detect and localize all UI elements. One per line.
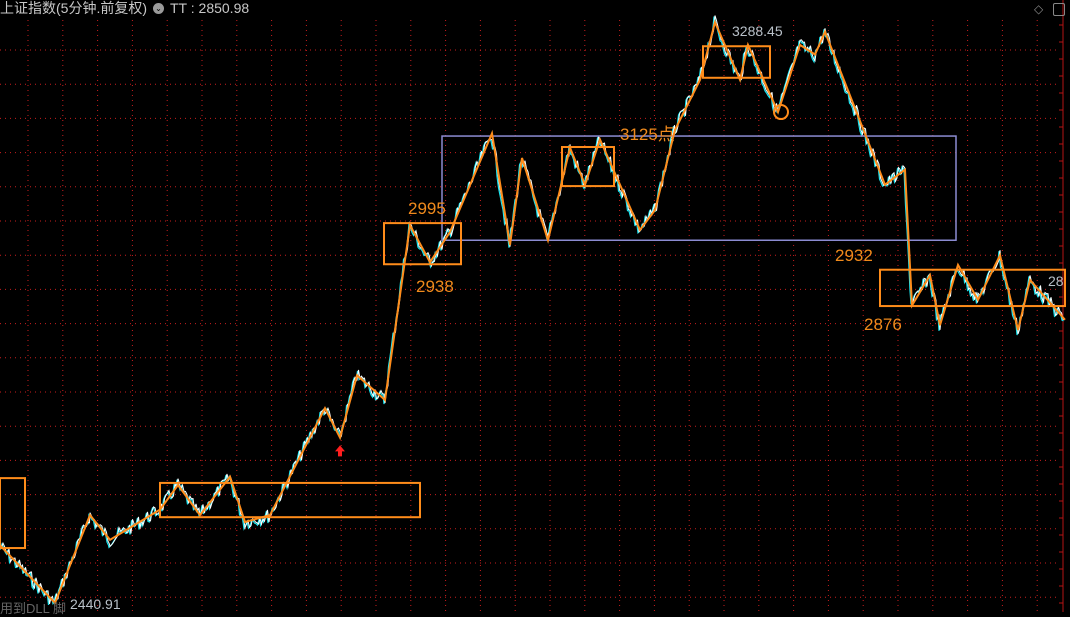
low-price-label: 2440.91 [70,596,121,612]
consolidation-box [561,146,615,188]
price-line [0,15,1065,605]
annotation-label: 3125点 [620,124,675,144]
annotation-label: 28 [1048,273,1064,290]
range-box-rect [441,135,957,241]
footer-text: 用到DLL 脚 [0,601,66,616]
circle-marker [773,104,789,121]
consolidation-box [702,45,771,79]
consolidation-box [0,477,26,550]
panel-toggle-icon[interactable] [1053,3,1065,16]
annotation-label: 2876 [864,314,902,334]
diamond-icon[interactable]: ◇ [1034,2,1044,16]
range-box [441,135,957,241]
high-price-label: 3288.45 [732,23,783,39]
consolidation-box [159,481,421,519]
chart-header: 上证指数(5分钟.前复权) ⌄ TT : 2850.98 [0,0,250,16]
annotation-label: 2938 [416,276,454,296]
up-arrow-icon [335,445,345,457]
annotation-label: 2995 [408,199,446,219]
chart-title: 上证指数(5分钟.前复权) [0,0,147,16]
indicator-name: TT [170,0,187,16]
annotation-label: 2932 [835,246,873,265]
indicator-value: 2850.98 [198,0,250,16]
grid [0,20,1060,612]
chevron-down-icon[interactable]: ⌄ [153,2,164,14]
consolidation-box [383,222,462,266]
consolidation-box [879,268,1066,308]
markers [335,104,789,457]
consolidation-boxes [0,45,1066,550]
zigzag-series [0,19,1066,605]
zigzag-line [0,19,1066,605]
